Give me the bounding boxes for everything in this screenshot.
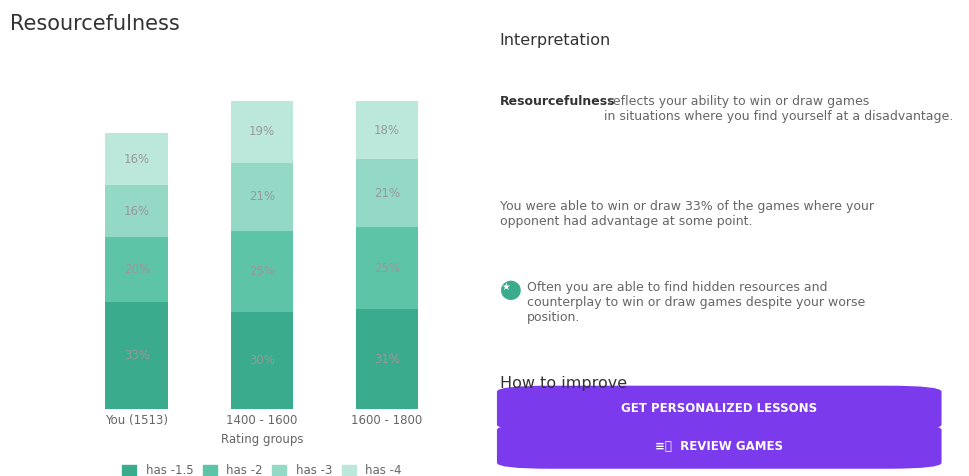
Bar: [106, 185, 168, 237]
X-axis label: Rating groups: Rating groups: [220, 433, 303, 446]
Bar: [356, 101, 418, 159]
Text: 19%: 19%: [249, 125, 274, 138]
Text: GET PERSONALIZED LESSONS: GET PERSONALIZED LESSONS: [620, 402, 817, 415]
Text: 16%: 16%: [124, 205, 149, 218]
Bar: [231, 231, 293, 312]
Bar: [106, 302, 168, 409]
Bar: [106, 133, 168, 185]
Text: 18%: 18%: [374, 124, 399, 137]
Bar: [106, 237, 168, 302]
Text: You were able to win or draw 33% of the games where your
opponent had advantage : You were able to win or draw 33% of the …: [499, 200, 873, 228]
Text: 16%: 16%: [124, 153, 149, 166]
Text: Often you are able to find hidden resources and
counterplay to win or draw games: Often you are able to find hidden resour…: [526, 281, 864, 324]
Text: Resourcefulness: Resourcefulness: [10, 14, 179, 34]
Text: 21%: 21%: [374, 187, 399, 200]
Bar: [356, 228, 418, 308]
Text: Resourcefulness: Resourcefulness: [499, 95, 614, 108]
Text: 21%: 21%: [249, 190, 274, 203]
Text: 25%: 25%: [249, 265, 274, 278]
Text: ★: ★: [500, 282, 510, 292]
Text: ⬤: ⬤: [499, 281, 521, 300]
FancyBboxPatch shape: [496, 424, 941, 469]
Text: ≡🔍  REVIEW GAMES: ≡🔍 REVIEW GAMES: [655, 440, 782, 453]
Text: 25%: 25%: [374, 262, 399, 275]
Bar: [356, 159, 418, 228]
Bar: [231, 101, 293, 162]
Bar: [231, 312, 293, 409]
Text: 20%: 20%: [124, 263, 149, 276]
Text: reflects your ability to win or draw games
in situations where you find yourself: reflects your ability to win or draw gam…: [604, 95, 953, 123]
Legend: has -1.5, has -2, has -3, has -4: has -1.5, has -2, has -3, has -4: [122, 464, 401, 476]
Text: 31%: 31%: [374, 353, 399, 366]
Bar: [231, 162, 293, 231]
Text: How to improve: How to improve: [499, 376, 626, 391]
Text: 33%: 33%: [124, 349, 149, 362]
Text: Interpretation: Interpretation: [499, 33, 610, 49]
FancyBboxPatch shape: [496, 386, 941, 431]
Text: 30%: 30%: [249, 354, 274, 367]
Bar: [356, 308, 418, 409]
